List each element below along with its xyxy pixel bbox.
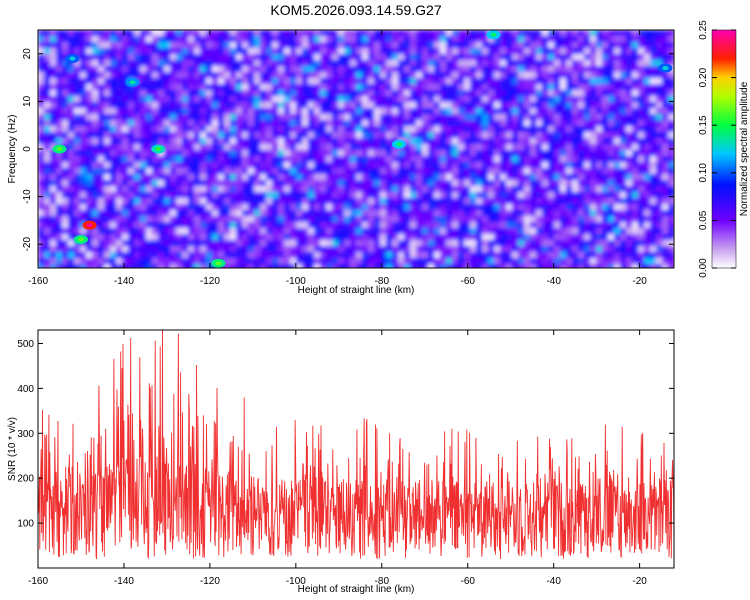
y-tick-label: 10 bbox=[22, 95, 33, 107]
x-tick-label: -140 bbox=[114, 576, 134, 587]
x-tick-label: -100 bbox=[286, 576, 306, 587]
heatmap-peak-core bbox=[490, 32, 497, 37]
heatmap-peak-core bbox=[215, 261, 222, 266]
x-tick-label: -20 bbox=[632, 276, 647, 287]
colorbar-gradient bbox=[711, 29, 737, 269]
colorbar-tick-label: 0.20 bbox=[698, 67, 709, 87]
x-tick-label: -120 bbox=[200, 576, 220, 587]
line-x-label: Height of straight line (km) bbox=[298, 584, 415, 595]
snr-series bbox=[38, 330, 674, 560]
line-frame bbox=[37, 329, 675, 569]
x-tick-label: -40 bbox=[546, 276, 561, 287]
x-tick-label: -160 bbox=[28, 576, 48, 587]
chart-title: KOM5.2026.093.14.59.G27 bbox=[270, 2, 441, 18]
x-tick-label: -20 bbox=[632, 576, 647, 587]
heatmap-panel: -160 -140 -120 -100 -80 -60 -40 -20 20 10 0 -10 -20… bbox=[7, 29, 675, 296]
heatmap-peak-core bbox=[662, 66, 669, 71]
heatmap-y-ticks: 20 10 0 -10 -20 bbox=[22, 48, 674, 252]
snr-series-line bbox=[38, 330, 674, 560]
y-tick-label: 20 bbox=[22, 48, 33, 60]
colorbar-tick-label: 0.15 bbox=[698, 115, 709, 135]
y-tick-label: 0 bbox=[22, 146, 33, 152]
heatmap-peak-core bbox=[69, 56, 76, 61]
y-tick-label: -20 bbox=[22, 237, 33, 252]
y-tick-label: 300 bbox=[17, 429, 34, 440]
colorbar-tick-label: 0.05 bbox=[698, 210, 709, 230]
x-tick-label: -120 bbox=[200, 276, 220, 287]
line-y-ticks: 100 200 300 400 500 bbox=[17, 339, 674, 530]
x-tick-label: -60 bbox=[461, 276, 476, 287]
y-tick-label: 100 bbox=[17, 519, 34, 530]
heatmap-y-label: Frequency (Hz) bbox=[7, 115, 18, 184]
x-tick-label: -160 bbox=[28, 276, 48, 287]
heatmap-cells bbox=[38, 30, 674, 268]
line-panel: -160 -140 -120 -100 -80 -60 -40 -20 100 200 300 40… bbox=[7, 329, 675, 595]
heatmap-peak-core bbox=[155, 147, 162, 151]
y-tick-label: 500 bbox=[17, 339, 34, 350]
heatmap-peak-core bbox=[129, 80, 136, 85]
y-tick-label: 400 bbox=[17, 384, 34, 395]
y-tick-label: 200 bbox=[17, 474, 34, 485]
x-tick-label: -40 bbox=[546, 576, 561, 587]
line-x-ticks: -160 -140 -120 -100 -80 -60 -40 -20 bbox=[28, 330, 647, 587]
x-tick-label: -80 bbox=[375, 576, 390, 587]
colorbar-ticks: 0.00 0.05 0.10 0.15 0.20 0.25 bbox=[698, 20, 736, 278]
heatmap-peak-core bbox=[86, 223, 93, 228]
heatmap-peak-core bbox=[77, 237, 84, 242]
colorbar-label: Normalized spectral amplitude bbox=[739, 81, 750, 216]
colorbar: 0.00 0.05 0.10 0.15 0.20 0.25 Normalized spec… bbox=[698, 20, 750, 278]
x-tick-label: -140 bbox=[114, 276, 134, 287]
x-tick-label: -80 bbox=[375, 276, 390, 287]
line-y-label: SNR (10 * v/v) bbox=[7, 417, 18, 481]
heatmap-x-label: Height of straight line (km) bbox=[298, 285, 415, 296]
colorbar-tick-label: 0.10 bbox=[698, 163, 709, 183]
x-tick-label: -60 bbox=[461, 576, 476, 587]
heatmap-texture bbox=[38, 30, 674, 268]
colorbar-tick-label: 0.25 bbox=[698, 20, 709, 40]
heatmap-peak-core bbox=[395, 142, 402, 147]
colorbar-tick-label: 0.00 bbox=[698, 258, 709, 278]
x-tick-label: -100 bbox=[286, 276, 306, 287]
heatmap-x-ticks: -160 -140 -120 -100 -80 -60 -40 -20 bbox=[28, 30, 647, 287]
y-tick-label: -10 bbox=[22, 189, 33, 204]
heatmap-peak-core bbox=[56, 147, 63, 151]
